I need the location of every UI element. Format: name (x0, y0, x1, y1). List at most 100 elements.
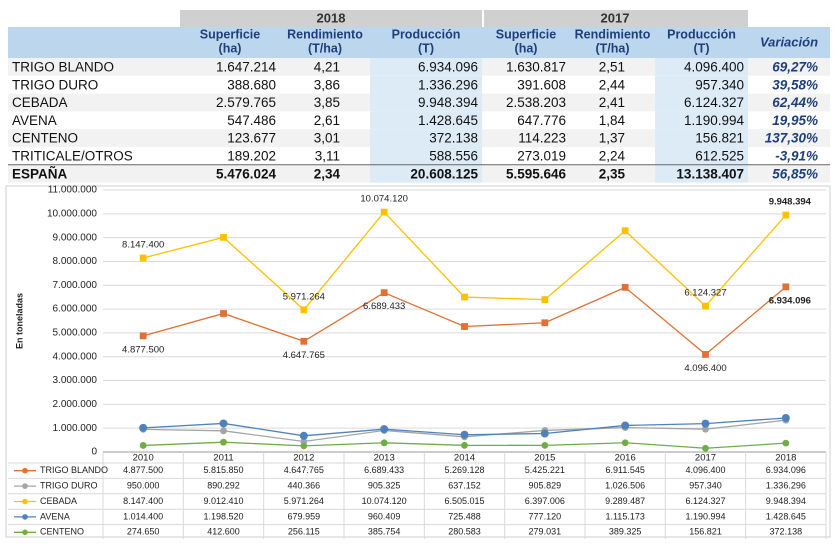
table-value: 9.012.410 (203, 496, 243, 506)
variation: -3,91% (775, 148, 818, 163)
marker (300, 306, 308, 314)
table-value: 4.877.500 (123, 465, 163, 475)
legend-label: AVENA (40, 511, 70, 521)
table-value: 5.269.128 (444, 465, 484, 475)
marker (300, 442, 308, 450)
cell: 1.190.994 (684, 113, 745, 128)
group-header: 2018 (317, 10, 346, 25)
data-label: 6.124.327 (684, 288, 726, 299)
cell: 1.336.296 (418, 77, 478, 92)
marker (621, 227, 629, 235)
marker (220, 310, 227, 317)
cell: 4,21 (314, 59, 340, 74)
marker (461, 323, 468, 330)
cell: 189.202 (227, 148, 276, 163)
y-tick-label: 1.000.000 (53, 423, 98, 434)
marker (139, 332, 147, 340)
cell: 2,44 (599, 77, 626, 92)
cell: 2.579.765 (216, 95, 276, 110)
table-value: 905.829 (529, 480, 562, 490)
row-label: AVENA (12, 113, 57, 128)
marker (781, 413, 790, 422)
table-value: 1.198.520 (203, 511, 243, 521)
data-label: 8.147.400 (122, 239, 164, 250)
column-header: (T) (694, 41, 710, 55)
marker (541, 319, 549, 327)
table-value: 6.911.545 (605, 465, 644, 475)
table-value: 1.428.645 (766, 511, 806, 521)
marker (220, 427, 227, 435)
production-bg (655, 164, 748, 183)
y-tick-label: 5.000.000 (53, 328, 98, 339)
table-value: 279.031 (529, 527, 562, 537)
marker (541, 296, 549, 304)
table-value: 950.000 (127, 480, 160, 490)
table-value: 1.026.506 (605, 480, 645, 490)
cell: 1.428.645 (418, 113, 478, 128)
marker (621, 439, 629, 447)
y-tick-label: 3.000.000 (53, 375, 98, 386)
marker (782, 283, 790, 291)
column-header-bg (8, 27, 830, 58)
marker (702, 302, 709, 310)
variation: 19,95% (772, 113, 818, 128)
cell: 2,24 (599, 148, 626, 163)
marker (541, 441, 549, 449)
column-header: (ha) (219, 41, 242, 55)
y-tick-label: 4.000.000 (53, 351, 98, 362)
marker (220, 438, 227, 446)
y-tick-label: 8.000.000 (53, 256, 98, 267)
table-value: 5.425.221 (525, 465, 565, 475)
table-value: 957.340 (689, 480, 722, 490)
row-label: TRIGO DURO (12, 77, 98, 92)
marker (139, 254, 147, 262)
production-bg (655, 75, 748, 94)
cell: 114.223 (518, 131, 566, 146)
marker (702, 444, 709, 452)
cell: 2,34 (314, 166, 341, 181)
x-tick-label: 2010 (133, 453, 154, 464)
marker (701, 419, 710, 428)
table-value: 905.325 (368, 480, 401, 490)
table-value: 5.971.264 (284, 496, 324, 506)
production-bg (655, 93, 748, 112)
legend-marker (22, 514, 28, 520)
production-bg (655, 111, 748, 130)
column-header: Superficie (496, 27, 556, 41)
cell: 6.124.327 (684, 95, 744, 110)
table-value: 5.815.850 (203, 465, 243, 475)
table-value: 156.821 (689, 527, 722, 537)
production-bg (370, 164, 482, 183)
cell: 2.538.203 (506, 95, 566, 110)
marker (139, 423, 148, 432)
cell: 2,41 (599, 95, 625, 110)
row-label: ESPAÑA (12, 166, 68, 181)
column-header: Variación (760, 34, 818, 49)
production-bg (370, 147, 482, 165)
cell: 6.934.096 (418, 59, 478, 74)
cell: 547.486 (227, 113, 276, 128)
table-value: 960.409 (368, 511, 401, 521)
marker (702, 351, 709, 358)
table-value: 385.754 (368, 527, 401, 537)
table-value: 1.336.296 (766, 480, 806, 490)
cell: 1.630.817 (506, 59, 566, 74)
cell: 13.138.407 (676, 166, 744, 181)
data-label: 5.971.264 (283, 291, 325, 302)
marker (380, 289, 388, 297)
legend-marker (22, 483, 28, 489)
table-value: 4.096.400 (685, 465, 725, 475)
x-tick-label: 2012 (293, 453, 314, 464)
column-header: Producción (667, 27, 736, 41)
marker (782, 211, 790, 219)
table-value: 4.647.765 (284, 465, 324, 475)
legend-label: TRIGO BLANDO (40, 465, 108, 475)
production-bg (370, 93, 482, 112)
marker (460, 430, 469, 439)
production-bg (370, 129, 482, 147)
data-label: 6.689.433 (363, 301, 405, 312)
table-value: 6.124.327 (685, 496, 725, 506)
x-tick-label: 2018 (775, 453, 796, 464)
table-value: 725.488 (448, 511, 481, 521)
cell: 9.948.394 (418, 95, 479, 110)
